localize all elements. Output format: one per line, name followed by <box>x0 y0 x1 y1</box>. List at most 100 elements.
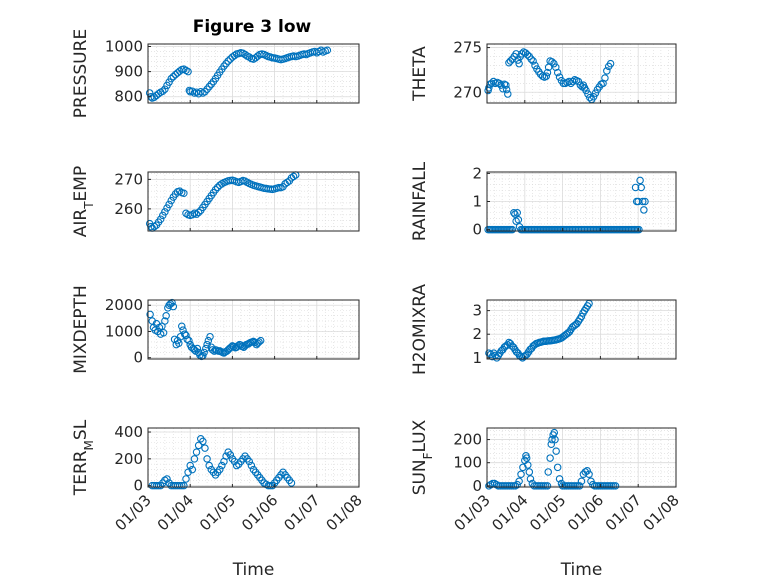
panel-7-point <box>205 461 213 470</box>
panel-2-point <box>495 79 503 88</box>
panel-2-point <box>506 57 515 65</box>
panel-8-point <box>589 480 597 489</box>
panel-1-point <box>230 51 239 60</box>
panel-2-point <box>518 50 526 58</box>
panel-8-point <box>524 461 532 469</box>
panel-6-ytick-label: 3 <box>472 302 482 320</box>
panel-7-point <box>180 481 188 490</box>
panel-7-xtick-label: 01/07 <box>280 491 323 534</box>
panel-3-point <box>194 208 203 217</box>
panel-2-point <box>550 59 558 68</box>
panel-5-axes-box <box>147 299 360 360</box>
panel-3-background <box>148 172 359 231</box>
panel-8-point <box>551 435 559 444</box>
panel-4-point <box>635 225 643 234</box>
panel-7-axes-box <box>147 427 360 488</box>
panel-8-point <box>492 480 501 489</box>
panel-8-ylabel: SUNFLUX <box>410 419 435 495</box>
panel-3-ytick-label: 260 <box>114 200 143 218</box>
panel-7-point <box>190 455 199 463</box>
panel-7-ylabel: TERRMSL <box>71 419 96 496</box>
panel-8-point <box>555 475 564 483</box>
panel-3-point <box>289 172 298 181</box>
panel-4-point <box>514 216 523 224</box>
panel-1-point <box>224 57 232 65</box>
panel-8-xtick-label: 01/07 <box>602 491 645 534</box>
panel-1-axes-box <box>147 43 360 104</box>
panel-2-point <box>589 92 598 101</box>
panel-8-point <box>543 482 552 490</box>
panel-5-point <box>197 352 206 361</box>
panel-8-point <box>526 475 535 483</box>
panel-2-point <box>523 50 532 59</box>
panel-2-point <box>603 67 611 75</box>
panel-7-background <box>148 428 359 487</box>
panel-4-point <box>638 197 647 206</box>
panel-3-point <box>275 183 283 192</box>
panel-8-point <box>487 480 495 489</box>
panel-5-point <box>161 317 169 325</box>
panel-7-point <box>203 455 211 463</box>
panel-1-ytick-label: 900 <box>114 63 143 81</box>
panel-2-point <box>502 85 511 94</box>
panel-7-point <box>287 479 296 487</box>
panel-4-ytick-label: 1 <box>472 193 482 211</box>
panel-6-axes-box <box>486 299 677 360</box>
panel-7-xlabel: Time <box>232 560 275 580</box>
panel-6-ytick-label: 1 <box>472 349 482 367</box>
panel-2-point <box>582 86 590 95</box>
panel-7-point <box>178 481 186 490</box>
panel-2-point <box>591 89 600 97</box>
panel-4-point <box>510 208 518 217</box>
panel-8-axes-box <box>486 427 677 488</box>
panel-6-ylabel: H2OMIXRA <box>410 284 430 375</box>
panel-4-ytick-label: 2 <box>472 164 482 182</box>
panel-7-point <box>247 461 256 470</box>
panel-8-point <box>544 468 552 476</box>
panel-4-point <box>641 197 649 206</box>
panel-2-point <box>502 81 510 89</box>
panel-1-ytick-label: 800 <box>114 88 143 106</box>
panel-6-point <box>577 312 586 321</box>
panel-7-point <box>188 465 197 474</box>
panel-3-point <box>156 215 165 223</box>
panel-7-point <box>245 457 254 466</box>
panel-8-point <box>546 454 554 462</box>
panel-8-point <box>547 440 556 448</box>
panel-1-point <box>169 72 178 81</box>
panel-3-point <box>180 189 188 197</box>
panel-8-point <box>553 463 562 472</box>
panel-3-point <box>188 211 197 219</box>
panel-7-ytick-label: 400 <box>114 423 143 441</box>
panel-7-point <box>215 465 224 474</box>
panel-7-point <box>192 448 201 456</box>
panel-7-point <box>152 481 161 490</box>
panel-2-ytick-label: 270 <box>453 83 482 101</box>
panel-2-ylabel: THETA <box>410 46 430 102</box>
panel-7-xtick-label: 01/08 <box>323 491 366 534</box>
panel-2-point <box>606 59 615 68</box>
panel-2-background <box>487 44 676 103</box>
panel-5-point <box>202 344 210 353</box>
panel-3-point <box>161 208 169 216</box>
panel-8-xtick-label: 01/04 <box>488 491 531 534</box>
panel-8-ytick-label: 100 <box>453 454 482 472</box>
panel-7-point <box>175 481 184 490</box>
panel-1-ylabel: PRESSURE <box>71 29 91 118</box>
panel-8-point <box>515 477 523 485</box>
panel-3-axes-box <box>147 171 360 232</box>
panel-8-point <box>575 482 584 490</box>
panel-3-point <box>283 178 292 187</box>
panel-5-point <box>169 302 178 311</box>
panel-3-ylabel: AIRTEMP <box>71 166 96 237</box>
panel-4-point <box>513 208 521 217</box>
panel-1-point <box>188 87 197 95</box>
panel-4-point <box>637 183 645 192</box>
panel-4-ylabel: RAINFALL <box>410 161 430 241</box>
panel-7-ytick-label: 200 <box>114 450 143 468</box>
panel-1-point <box>184 67 192 76</box>
panel-5-point <box>255 338 263 346</box>
panel-2-point <box>529 57 537 65</box>
panel-5-point <box>185 336 193 345</box>
panel-8-point <box>585 470 593 479</box>
